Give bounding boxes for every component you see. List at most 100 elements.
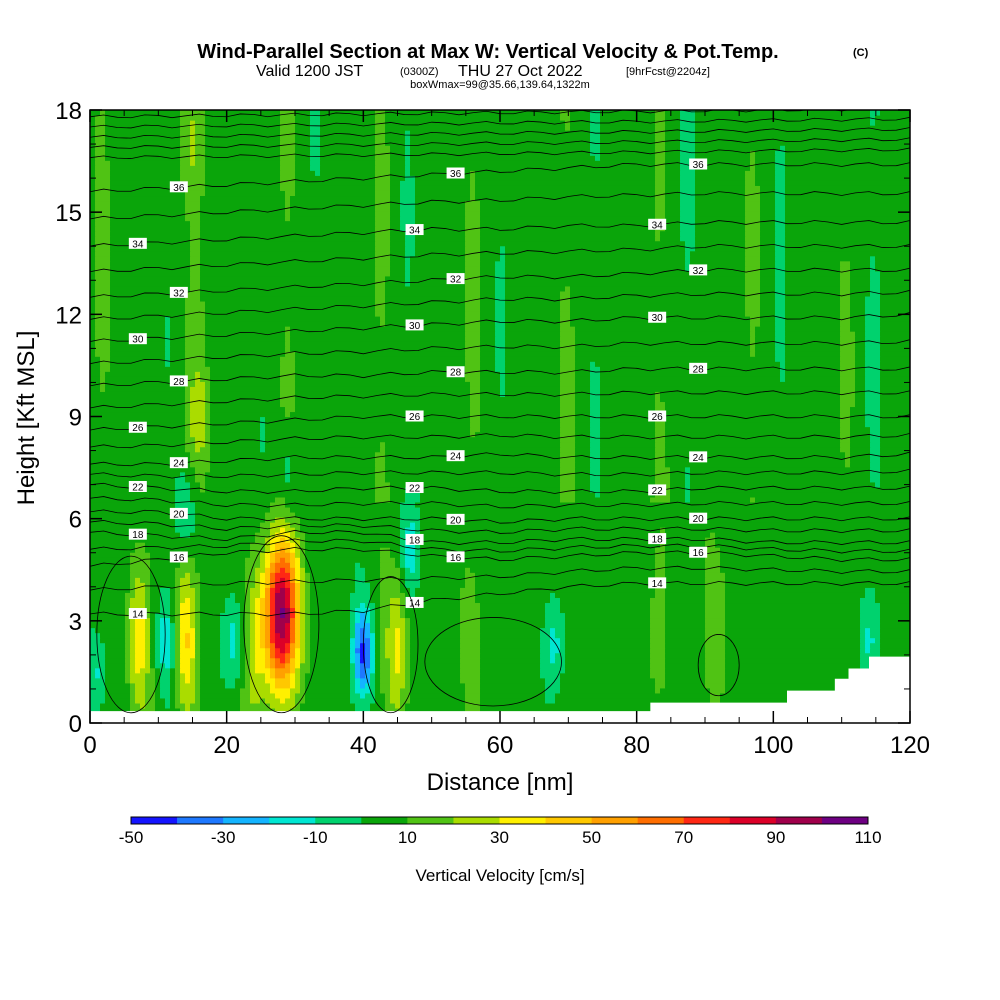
velocity-cell — [175, 496, 191, 503]
velocity-cell — [280, 612, 286, 619]
velocity-cell — [870, 466, 881, 473]
velocity-cell — [355, 647, 361, 654]
velocity-cell — [460, 642, 481, 649]
velocity-cell — [135, 652, 146, 659]
velocity-cell — [125, 632, 131, 639]
velocity-cell — [650, 652, 666, 659]
velocity-cell — [415, 185, 471, 191]
velocity-cell — [200, 642, 221, 649]
velocity-cell — [590, 135, 601, 141]
velocity-cell — [470, 381, 481, 387]
velocity-cell — [90, 642, 106, 649]
velocity-cell — [470, 175, 476, 181]
velocity-cell — [600, 481, 656, 488]
velocity-cell — [655, 215, 666, 222]
velocity-cell — [655, 572, 666, 578]
velocity-cell — [505, 326, 561, 332]
velocity-cell — [560, 295, 571, 302]
velocity-cell — [360, 612, 366, 619]
velocity-cell — [560, 361, 576, 367]
velocity-cell — [495, 290, 506, 297]
velocity-cell — [300, 652, 306, 659]
velocity-cell — [190, 391, 206, 397]
velocity-cell — [505, 351, 561, 357]
velocity-cell — [260, 441, 266, 448]
velocity-cell — [860, 642, 866, 649]
velocity-cell — [400, 205, 416, 212]
velocity-cell — [840, 426, 851, 433]
velocity-cell — [95, 290, 111, 297]
velocity-cell — [655, 200, 666, 207]
velocity-cell — [880, 361, 910, 367]
velocity-cell — [875, 120, 910, 126]
velocity-cell — [415, 220, 466, 227]
velocity-cell — [305, 547, 381, 553]
velocity-cell — [180, 120, 191, 126]
velocity-cell — [170, 662, 176, 669]
velocity-cell — [140, 577, 151, 583]
velocity-cell — [750, 150, 756, 156]
velocity-cell — [300, 572, 306, 578]
velocity-cell — [880, 617, 910, 624]
velocity-cell — [265, 597, 271, 604]
velocity-cell — [310, 130, 321, 136]
velocity-cell — [840, 376, 856, 382]
velocity-cell — [480, 245, 501, 252]
velocity-cell — [590, 451, 601, 458]
velocity-cell — [290, 552, 296, 558]
velocity-cell — [415, 562, 421, 568]
velocity-cell — [880, 326, 910, 332]
velocity-cell — [225, 677, 236, 684]
velocity-cell — [295, 120, 311, 126]
velocity-cell — [150, 637, 156, 644]
velocity-cell — [190, 632, 196, 639]
velocity-cell — [850, 316, 866, 322]
velocity-cell — [305, 652, 311, 659]
velocity-cell — [110, 160, 181, 166]
velocity-cell — [400, 537, 406, 543]
velocity-cell — [495, 295, 506, 302]
velocity-cell — [590, 115, 601, 121]
velocity-cell — [375, 617, 381, 624]
velocity-cell — [560, 290, 571, 297]
velocity-cell — [110, 321, 166, 327]
velocity-cell — [655, 205, 666, 212]
theta-contour-label: 32 — [169, 286, 188, 299]
velocity-cell — [175, 647, 181, 654]
velocity-cell — [355, 632, 361, 639]
velocity-cell — [480, 692, 546, 699]
velocity-cell — [190, 582, 201, 588]
velocity-cell — [185, 310, 206, 317]
velocity-cell — [475, 170, 656, 176]
velocity-cell — [550, 657, 556, 664]
velocity-cell — [210, 406, 286, 413]
velocity-cell — [565, 657, 651, 664]
velocity-cell — [195, 446, 201, 453]
velocity-cell — [175, 687, 181, 694]
velocity-cell — [170, 336, 186, 342]
velocity-cell — [95, 220, 111, 227]
velocity-cell — [150, 617, 156, 624]
velocity-cell — [110, 265, 191, 272]
velocity-cell — [670, 466, 686, 473]
velocity-cell — [665, 401, 841, 408]
velocity-cell — [240, 657, 246, 664]
velocity-cell — [170, 592, 176, 598]
velocity-cell — [280, 577, 286, 583]
velocity-cell — [365, 567, 381, 573]
theta-contour-label: 24 — [446, 450, 465, 463]
velocity-cell — [300, 637, 306, 644]
velocity-cell — [220, 627, 231, 634]
velocity-cell — [290, 642, 296, 649]
velocity-cell — [200, 622, 221, 629]
velocity-cell — [185, 411, 191, 418]
velocity-cell — [200, 667, 221, 674]
velocity-cell — [195, 627, 201, 634]
velocity-cell — [665, 200, 681, 207]
velocity-cell — [385, 627, 396, 634]
velocity-cell — [480, 406, 561, 413]
velocity-cell — [380, 592, 406, 598]
velocity-cell — [110, 280, 191, 287]
velocity-cell — [410, 150, 591, 156]
velocity-cell — [200, 612, 221, 619]
